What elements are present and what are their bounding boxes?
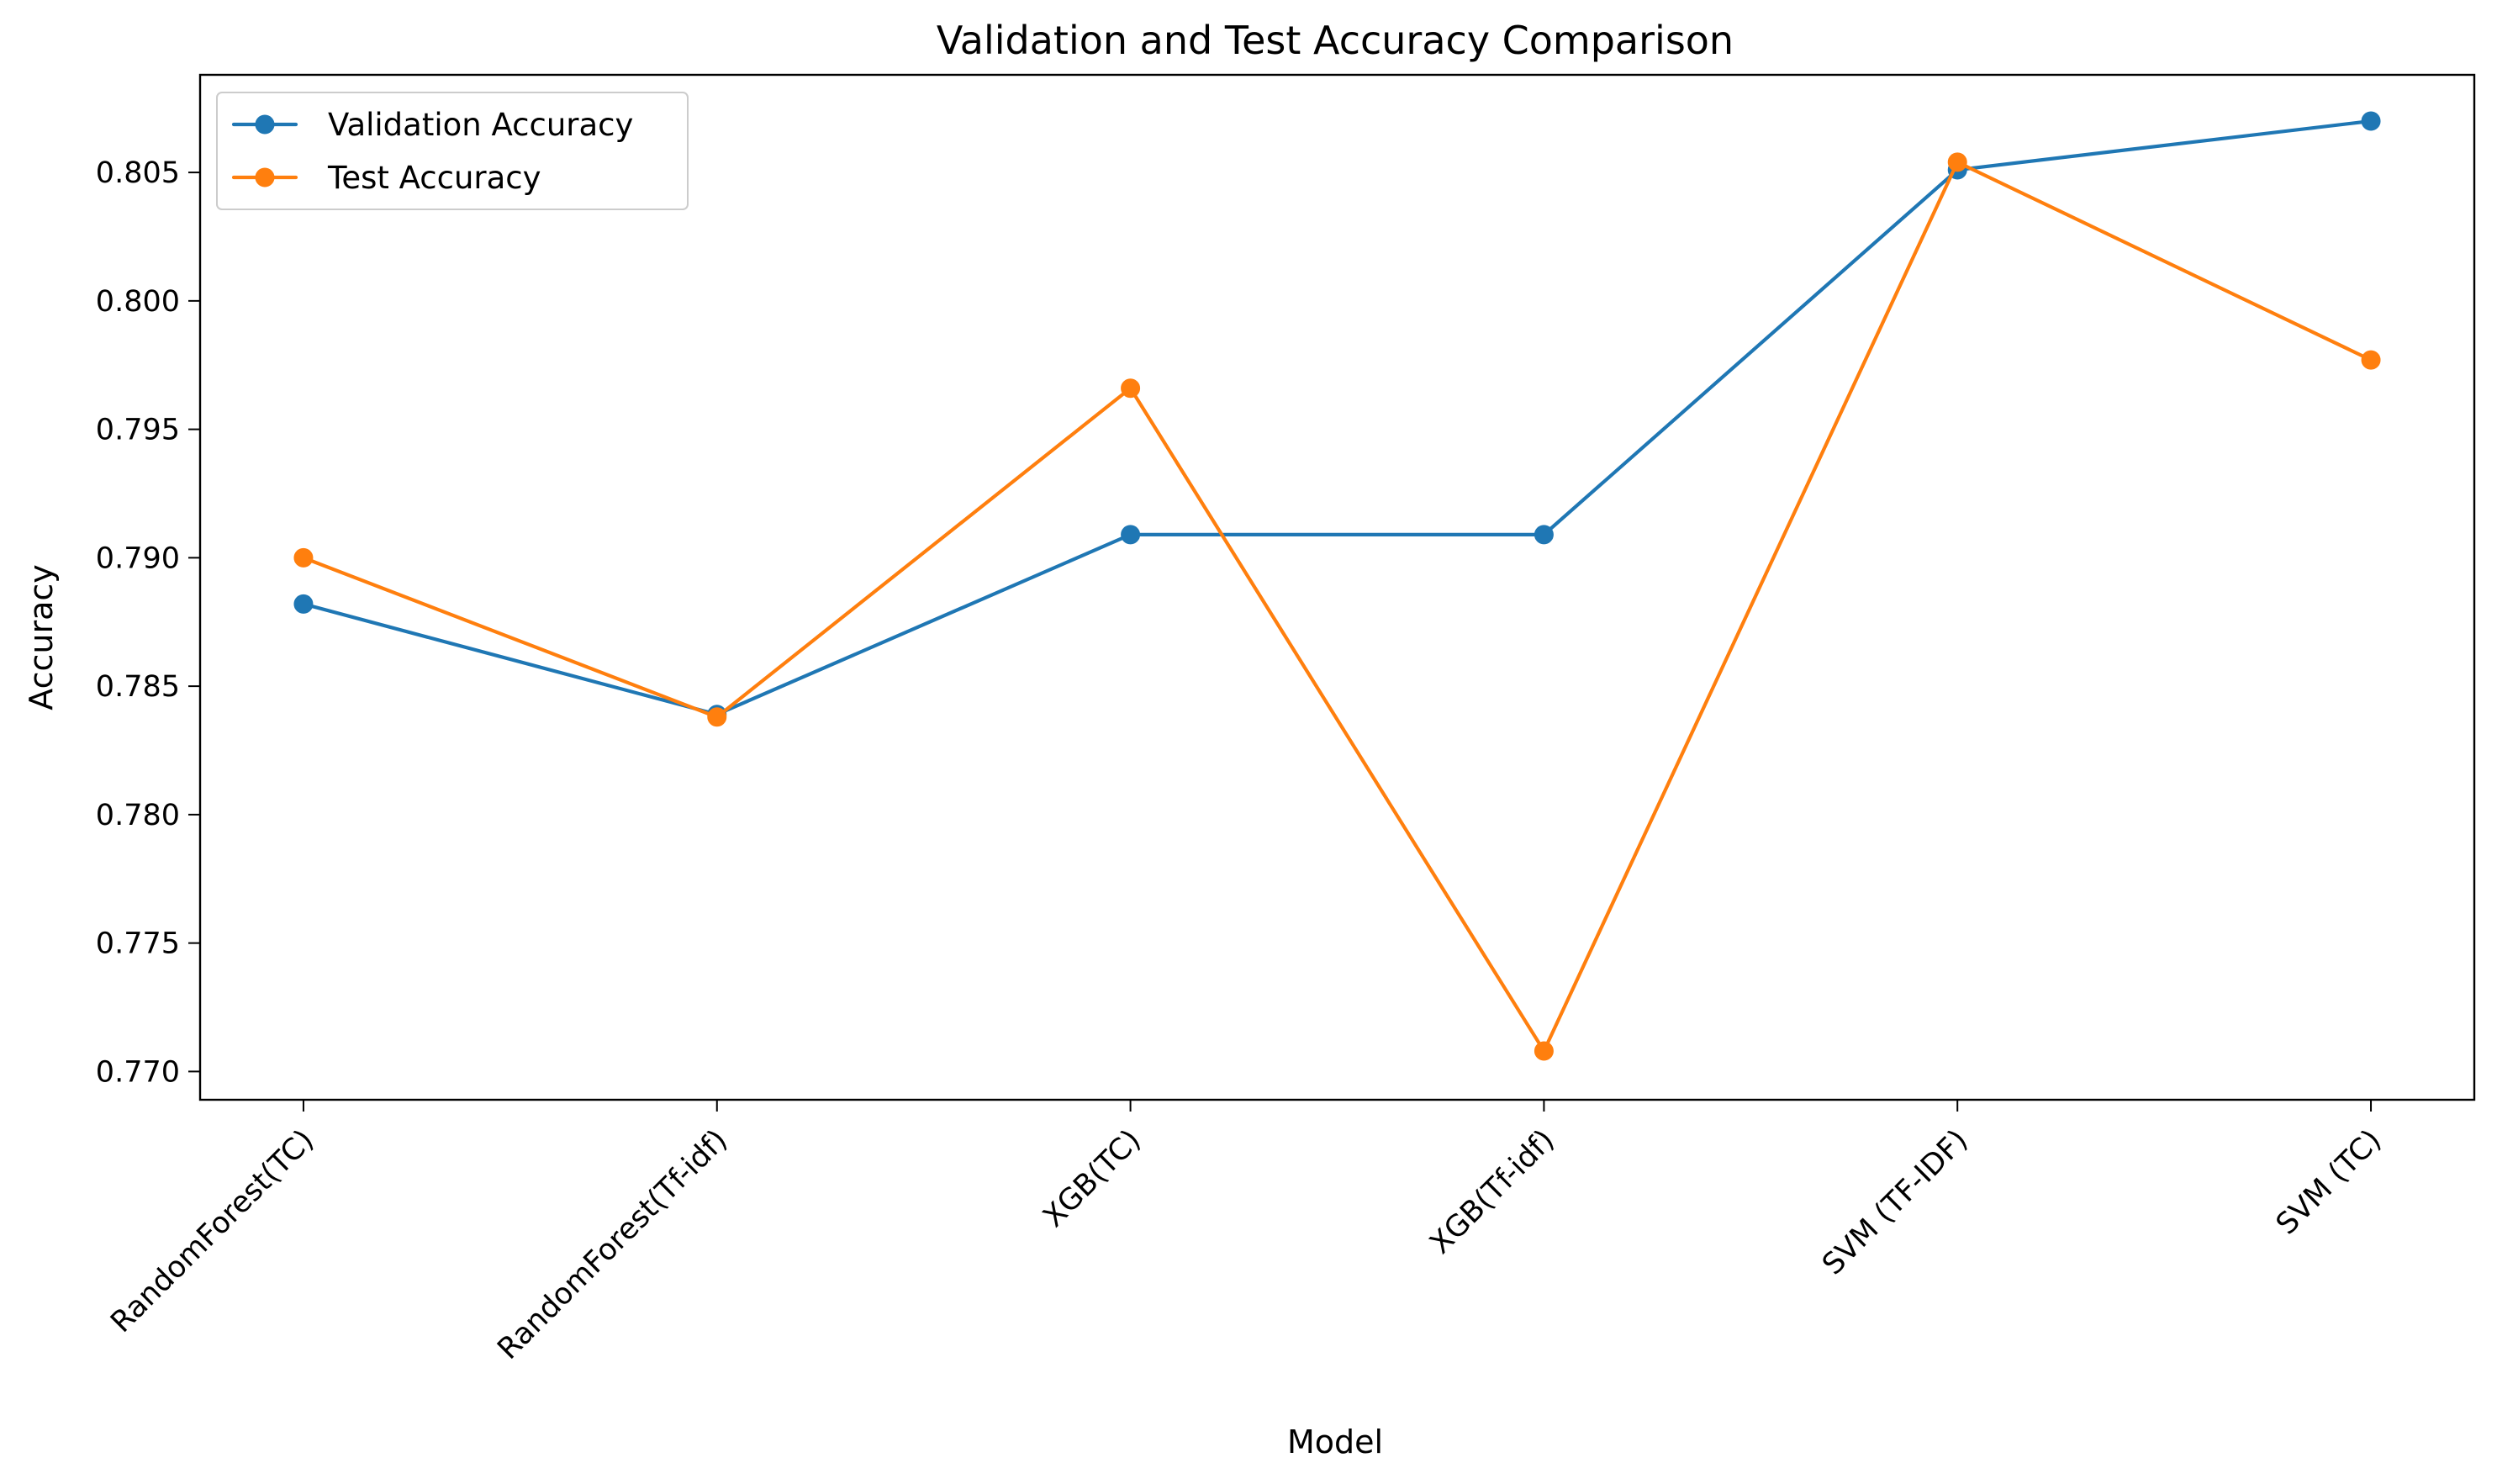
data-point [1121, 525, 1141, 545]
legend-box [216, 92, 689, 210]
legend-item-test-accuracy: Test Accuracy [231, 160, 541, 196]
plot-layer [293, 111, 2381, 1061]
legend-marker [255, 167, 275, 187]
legend-item-validation-accuracy: Validation Accuracy [231, 107, 633, 143]
y-axis-ticks: 0.770 0.775 0.780 0.785 0.790 0.795 0.800 0.805 [96, 156, 200, 1089]
data-point [1534, 1041, 1554, 1061]
legend-label: Validation Accuracy [328, 107, 633, 143]
data-point [707, 707, 727, 727]
y-tick-label: 0.785 [96, 670, 180, 704]
data-point [2361, 350, 2381, 370]
y-tick-label: 0.790 [96, 541, 180, 575]
y-tick-label: 0.770 [96, 1055, 180, 1089]
y-tick-label: 0.805 [96, 156, 180, 190]
chart-title: Validation and Test Accuracy Comparison [937, 18, 1734, 63]
series-test-accuracy [293, 152, 2381, 1061]
data-point [293, 547, 314, 568]
plot-frame [198, 73, 2476, 1101]
y-axis-label: Accuracy [23, 564, 60, 710]
x-axis-label: Model [1287, 1423, 1383, 1460]
data-point [1121, 378, 1141, 399]
y-tick-label: 0.795 [96, 414, 180, 447]
data-point [1947, 152, 1967, 172]
legend-label: Test Accuracy [327, 160, 541, 196]
y-tick-label: 0.780 [96, 799, 180, 832]
series-line [301, 160, 2373, 1054]
y-tick-label: 0.800 [96, 285, 180, 319]
legend: Validation Accuracy Test Accuracy [216, 92, 689, 210]
data-point [1534, 525, 1554, 545]
y-tick-label: 0.775 [96, 927, 180, 961]
legend-marker [255, 114, 275, 135]
series-line [301, 119, 2373, 716]
data-point [293, 594, 314, 614]
data-point [2361, 111, 2381, 131]
